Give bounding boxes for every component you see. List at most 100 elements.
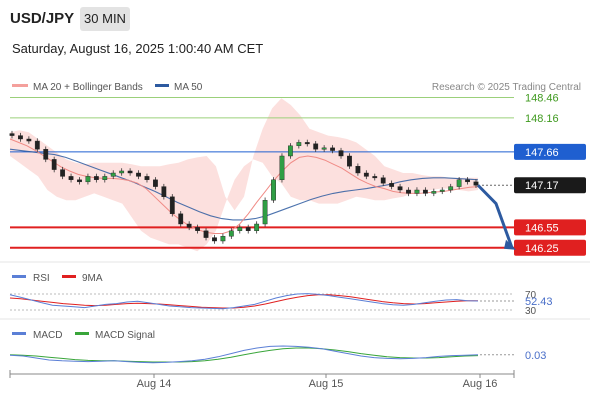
- level-tag-bg: [514, 239, 586, 256]
- level-tag-bg: [514, 219, 586, 236]
- legend-swatch-ma50: [155, 84, 169, 87]
- candle-down: [338, 150, 344, 157]
- candle-down: [9, 133, 15, 136]
- candle-down: [161, 186, 167, 198]
- level-tag: 147.66: [525, 147, 559, 159]
- candle-down: [26, 138, 32, 142]
- candle-down: [347, 155, 352, 167]
- candle-down: [34, 140, 40, 150]
- candle-down: [355, 165, 361, 174]
- candle-down: [186, 223, 192, 228]
- candle-down: [127, 170, 133, 174]
- forecast-arrowhead: [504, 239, 516, 250]
- candle-down: [153, 179, 158, 187]
- candle-up: [271, 179, 276, 201]
- candle-down: [363, 172, 369, 177]
- candle-down: [473, 181, 479, 186]
- candle-down: [18, 135, 23, 140]
- legend-label-macd: MACD: [33, 330, 62, 341]
- candle-down: [465, 179, 470, 183]
- candle-up: [254, 223, 260, 231]
- macd-panel: MACD MACD Signal 0.03: [9, 330, 546, 364]
- candle-down: [169, 196, 175, 215]
- timeframe-button[interactable]: 30 MIN: [80, 7, 130, 31]
- candle-up: [439, 189, 445, 192]
- candle-down: [51, 159, 57, 170]
- candle-down: [245, 227, 251, 231]
- symbol-title: USD/JPY: [10, 10, 75, 27]
- candle-up: [414, 189, 420, 194]
- level-tag: 146.25: [525, 243, 559, 255]
- candle-down: [380, 177, 386, 184]
- candle-down: [60, 169, 66, 177]
- rsi-level-label: 70: [525, 290, 537, 301]
- macd-value: 0.03: [525, 350, 546, 362]
- candle-down: [330, 147, 335, 151]
- candle-down: [389, 182, 395, 187]
- watermark: Research © 2025 Trading Central: [432, 82, 581, 93]
- candle-down: [93, 176, 99, 180]
- candle-up: [288, 145, 293, 157]
- candle-up: [321, 147, 327, 150]
- candle-down: [77, 179, 82, 183]
- candle-up: [119, 170, 125, 174]
- candle-down: [212, 237, 217, 242]
- legend-label-bb: MA 20 + Bollinger Bands: [33, 82, 143, 93]
- x-tick-label: Aug 15: [309, 378, 344, 390]
- chart-header: USD/JPY 30 MIN Saturday, August 16, 2025…: [0, 0, 590, 68]
- candle-down: [313, 143, 319, 150]
- price-tag: 147.17: [525, 180, 559, 192]
- level-tag-bg: [514, 143, 586, 160]
- candle-down: [43, 148, 49, 160]
- level-label: 148.46: [525, 93, 559, 105]
- rsi-line: [9, 293, 479, 310]
- legend-label-rsi: RSI: [33, 273, 50, 284]
- level-tag: 146.55: [525, 222, 559, 234]
- candle-up: [102, 176, 108, 180]
- candle-down: [144, 176, 150, 180]
- legend-label-signal: MACD Signal: [95, 330, 155, 341]
- rsi-value: 52.43: [525, 296, 553, 308]
- legend-swatch-rsi: [12, 275, 26, 278]
- price-panel: MA 20 + Bollinger Bands MA 50 Research © 2…: [0, 82, 590, 263]
- legend-label-9ma: 9MA: [82, 273, 103, 284]
- candle-down: [195, 227, 200, 231]
- candle-down: [304, 142, 310, 145]
- candle-down: [178, 213, 184, 225]
- candle-up: [296, 142, 302, 146]
- candle-up: [262, 199, 268, 225]
- candle-down: [203, 230, 209, 238]
- x-tick-label: Aug 16: [463, 378, 498, 390]
- legend-swatch-signal: [75, 332, 89, 335]
- candle-up: [220, 236, 226, 242]
- legend-swatch-bb: [12, 84, 28, 87]
- candle-up: [110, 172, 116, 177]
- datetime-label: Saturday, August 16, 2025 1:00:40 AM CET: [12, 41, 264, 56]
- bollinger-band: [10, 98, 478, 252]
- candle-down: [136, 172, 141, 177]
- macd-line: [9, 345, 479, 364]
- rsi-9ma-line: [9, 294, 478, 309]
- x-tick-label: Aug 14: [137, 378, 172, 390]
- candle-up: [228, 230, 234, 237]
- candle-up: [279, 155, 285, 180]
- chart-area: MA 20 + Bollinger Bands MA 50 Research © 2…: [0, 82, 590, 390]
- candle-down: [406, 189, 411, 194]
- price-tag-bg: [514, 177, 586, 194]
- candle-up: [456, 179, 462, 187]
- candle-up: [237, 227, 243, 231]
- candle-down: [397, 186, 403, 191]
- macd-signal-line: [9, 347, 479, 363]
- candle-up: [431, 191, 437, 194]
- candle-down: [68, 176, 74, 180]
- level-label: 148.16: [525, 113, 559, 125]
- rsi-level-label: 30: [525, 306, 537, 317]
- ma50-line: [9, 148, 479, 221]
- forecast-arrow: [476, 184, 514, 249]
- candle-down: [422, 189, 428, 194]
- legend-swatch-macd: [12, 332, 26, 335]
- candle-up: [448, 186, 454, 191]
- legend-label-ma50: MA 50: [174, 82, 203, 93]
- legend-swatch-9ma: [62, 275, 76, 278]
